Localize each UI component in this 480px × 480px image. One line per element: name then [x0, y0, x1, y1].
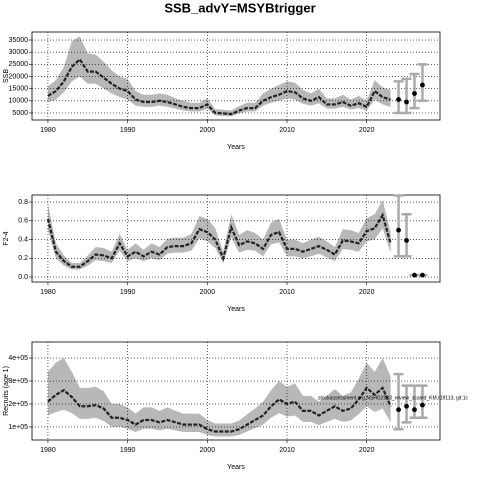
y-tick-label: 2e+05 — [8, 401, 28, 408]
projection-point — [420, 82, 425, 88]
y-axis-label: Recruits (age 1) — [3, 366, 10, 416]
x-tick-label: 2020 — [359, 127, 375, 134]
y-axis-label: F2-4 — [3, 231, 10, 246]
error-bar — [409, 384, 420, 419]
projection-point — [404, 99, 409, 105]
x-tick-label: 1980 — [40, 289, 56, 296]
x-tick-label: 1990 — [120, 127, 136, 134]
y-tick-label: 20000 — [9, 73, 29, 80]
projection-point — [396, 407, 401, 413]
x-tick-label: 1990 — [120, 447, 136, 454]
projection-point — [412, 272, 417, 278]
projection-point — [404, 403, 409, 409]
y-tick-label: 4e+05 — [8, 355, 28, 362]
confidence-band — [47, 36, 391, 117]
error-bar — [401, 212, 412, 258]
confidence-band — [47, 358, 391, 437]
x-tick-label: 2000 — [200, 127, 216, 134]
y-tick-label: 0.2 — [18, 255, 28, 262]
x-axis-label: Years — [227, 144, 245, 151]
x-tick-label: 1980 — [40, 127, 56, 134]
y-tick-label: 1e+05 — [8, 424, 28, 431]
x-tick-label: 2000 — [200, 289, 216, 296]
x-tick-label: 2010 — [279, 289, 295, 296]
plot-frame — [31, 31, 441, 121]
median-line — [46, 212, 392, 268]
error-bar — [401, 77, 412, 115]
chart-title: SSB_advY=MSYBtrigger — [164, 0, 315, 15]
y-tick-label: 35000 — [9, 37, 29, 44]
x-tick-label: 2010 — [279, 447, 295, 454]
y-tick-label: 0.8 — [18, 199, 28, 206]
x-tick-label: 2020 — [359, 447, 375, 454]
x-axis-label: Years — [227, 306, 245, 313]
projection-point — [412, 407, 417, 413]
y-tick-label: 3e+05 — [8, 378, 28, 385]
projection-point — [412, 91, 417, 96]
error-bar — [393, 80, 404, 115]
median-line — [47, 57, 391, 116]
projection-point — [420, 272, 425, 278]
error-bar — [393, 372, 404, 431]
x-tick-label: 2000 — [200, 447, 216, 454]
y-axis-label: SSB — [3, 69, 10, 83]
x-tick-label: 1990 — [120, 289, 136, 296]
projection-point — [396, 97, 401, 102]
error-bar — [417, 384, 428, 419]
error-bar — [393, 194, 404, 258]
y-tick-label: 10000 — [9, 98, 29, 105]
plot-frame — [31, 194, 441, 283]
y-tick-label: 0.0 — [18, 274, 28, 281]
x-axis-label: Years — [227, 464, 245, 471]
y-tick-label: 25000 — [9, 61, 29, 68]
error-bar — [409, 72, 420, 110]
y-tick-label: 30000 — [9, 49, 29, 56]
error-bar — [417, 63, 428, 103]
y-tick-label: 0.6 — [18, 218, 28, 225]
y-tick-label: 5000 — [12, 110, 28, 117]
x-tick-label: 2020 — [359, 289, 375, 296]
plot-frame — [31, 341, 441, 441]
y-tick-label: 0.4 — [18, 236, 28, 243]
median-line — [47, 386, 392, 433]
projection-point — [396, 227, 401, 233]
x-tick-label: 1980 — [40, 447, 56, 454]
projection-point — [420, 402, 425, 408]
projection-point — [404, 238, 409, 243]
annotation: stockassessment.org,NSHG2023_review_scal… — [318, 395, 468, 401]
y-tick-label: 15000 — [9, 85, 29, 92]
x-tick-label: 2010 — [279, 127, 295, 134]
confidence-band — [47, 200, 391, 270]
